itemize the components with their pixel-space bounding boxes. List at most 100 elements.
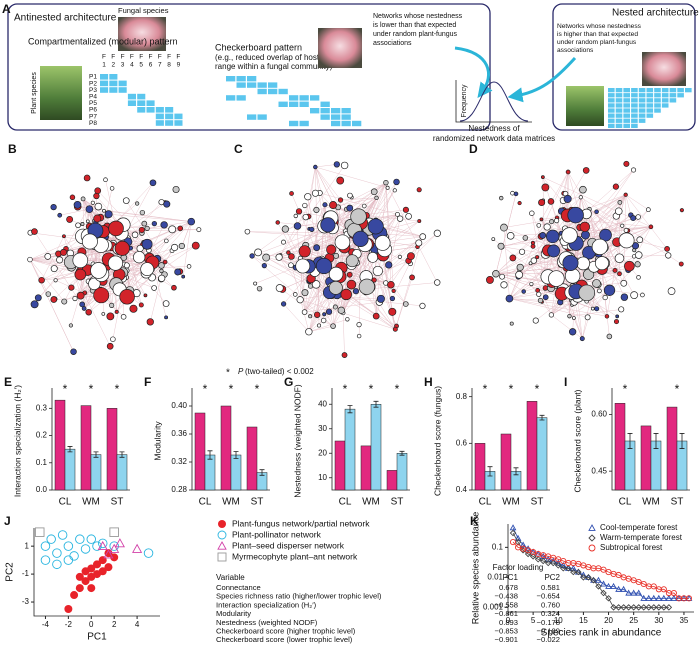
dist-curve [459,81,529,122]
node [530,243,536,249]
node [385,261,393,269]
bar [64,448,76,491]
node [162,300,170,307]
checker-sub: (e.g., reduced overlap of host [215,53,320,62]
annotation: * [369,382,374,396]
photo [642,52,686,86]
bar [396,453,408,491]
bar [360,445,372,491]
edge [278,257,306,293]
node [592,279,601,288]
point [529,553,537,560]
x-tick-label: ST [111,497,124,508]
col-label: 7 [158,62,162,69]
row-label: P4 [89,94,97,101]
node [591,238,609,255]
error-bar [207,450,213,460]
edge [29,259,65,302]
y-tick-label: 0.8 [456,392,468,401]
cell [341,120,351,127]
edge [34,231,85,309]
node [139,209,146,216]
node [396,215,404,222]
node [286,250,291,255]
point [640,604,647,611]
cell [174,113,183,120]
table-cell: −0.178 [537,618,560,627]
edge [308,319,348,332]
cell [654,108,661,113]
annotation: * [63,382,68,396]
node [151,285,157,291]
node [304,193,312,201]
cell [100,87,109,93]
node [617,271,622,277]
x-tick-label: CL [619,497,632,508]
node [296,296,304,304]
point [625,589,633,596]
point [110,553,119,562]
x-tick-label: 2 [112,620,117,629]
node [320,317,327,324]
error-bar [627,433,633,449]
row-label: P6 [89,107,97,114]
node [280,301,287,307]
node [334,234,351,251]
cell [236,76,246,82]
node [93,192,100,200]
point [645,594,653,601]
table-cell: −0.654 [537,592,560,601]
node [393,178,400,186]
node [168,225,177,234]
y-tick-label: 0.28 [171,485,187,494]
node [275,284,284,293]
point [625,604,632,611]
edge [29,236,83,260]
point [92,541,102,551]
node [636,236,644,244]
cell [608,93,615,98]
x-tick-label: CL [59,497,72,508]
cell [669,93,677,98]
edge [509,276,519,299]
row-label: P2 [89,80,97,87]
cell [100,80,109,87]
node [80,196,86,202]
node [536,223,542,228]
node [131,231,139,239]
edge [147,221,192,229]
node [322,312,327,317]
node [337,197,344,203]
cell [661,103,669,108]
node [640,292,645,298]
cell [646,93,654,98]
edge [108,213,192,222]
edge [596,211,620,274]
node [606,333,613,340]
node [358,278,376,295]
node [374,235,391,251]
edge [625,194,668,249]
node [315,257,333,275]
edge [126,200,166,263]
annotation: * [203,382,208,396]
legend-label: Plant–seed disperser network [232,540,345,550]
node [532,317,539,324]
annotation: * [675,382,680,396]
y-axis-label: Modularity [152,421,162,461]
node [325,308,333,315]
panel-letter: K [470,514,479,528]
cell [310,95,320,101]
point [81,567,90,576]
point [52,548,62,558]
node [620,293,629,301]
node [337,306,345,315]
point [109,541,119,551]
node [547,198,555,205]
bar [344,408,356,491]
point [530,548,537,556]
plant-label: Plant species [31,72,38,114]
x-tick-label: CL [199,497,212,508]
y-tick-label: 0.60 [591,410,607,419]
node [578,195,583,200]
